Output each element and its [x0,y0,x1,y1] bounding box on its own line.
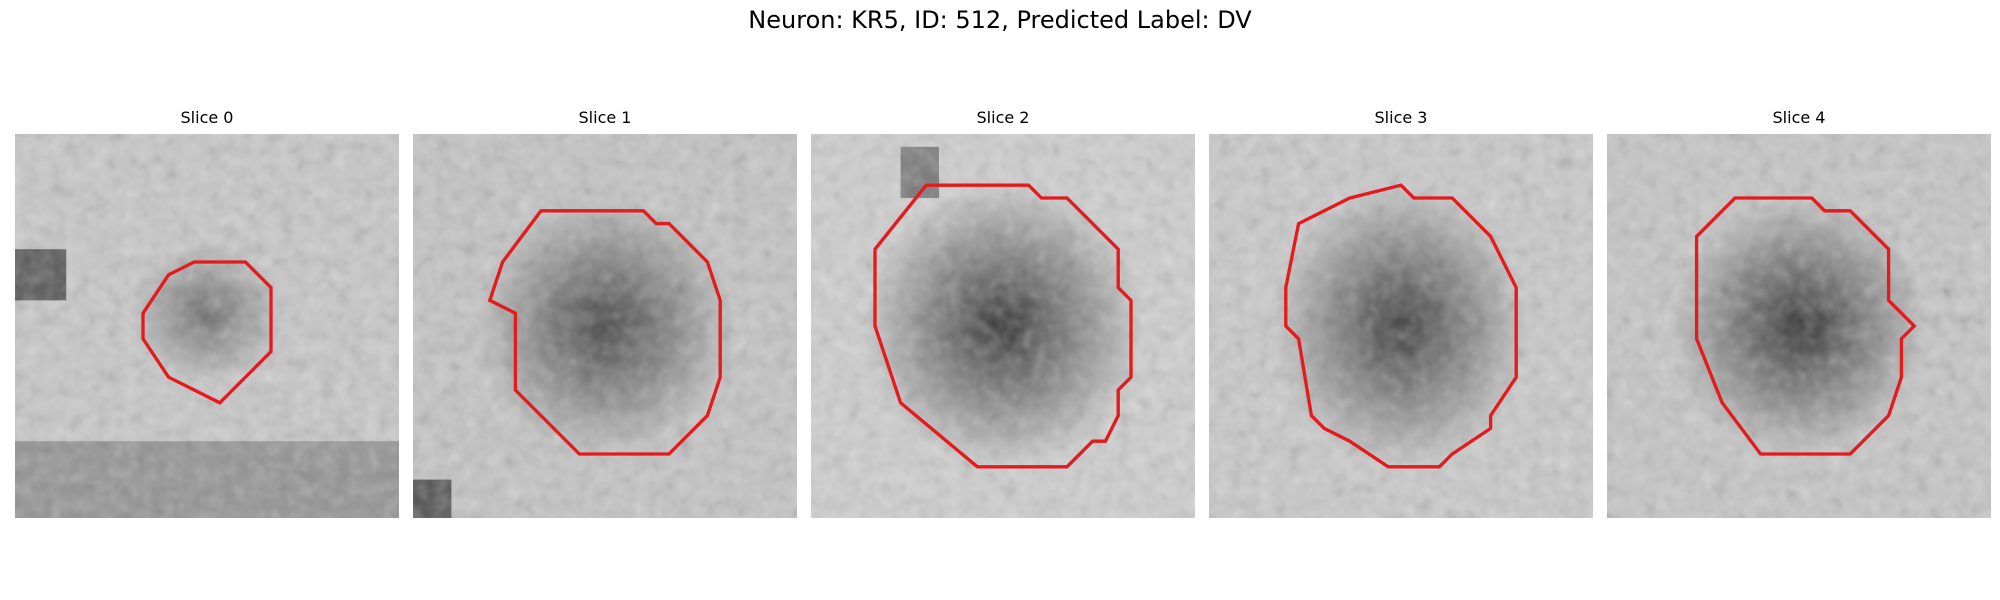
slice-panel-0: Slice 0 [15,108,399,518]
neuron-outline [141,260,273,405]
slice-image-2 [811,134,1195,518]
slice-panel-1: Slice 1 [413,108,797,518]
slice-panel-2: Slice 2 [811,108,1195,518]
slice-title: Slice 3 [1374,108,1428,127]
slice-image-0 [15,134,399,518]
slice-title: Slice 0 [180,108,234,127]
neuron-outline [1284,183,1518,469]
slice-panel-4: Slice 4 [1607,108,1991,518]
neuron-outline [1694,196,1917,456]
figure-title: Neuron: KR5, ID: 512, Predicted Label: D… [748,6,1252,34]
slice-image-3 [1209,134,1593,518]
slice-image-1 [413,134,797,518]
slice-title: Slice 1 [578,108,632,127]
slice-image-4 [1607,134,1991,518]
neuron-outline [487,209,722,456]
slice-title: Slice 2 [976,108,1030,127]
neuron-outline [873,183,1133,469]
slice-title: Slice 4 [1772,108,1826,127]
slice-panel-3: Slice 3 [1209,108,1593,518]
